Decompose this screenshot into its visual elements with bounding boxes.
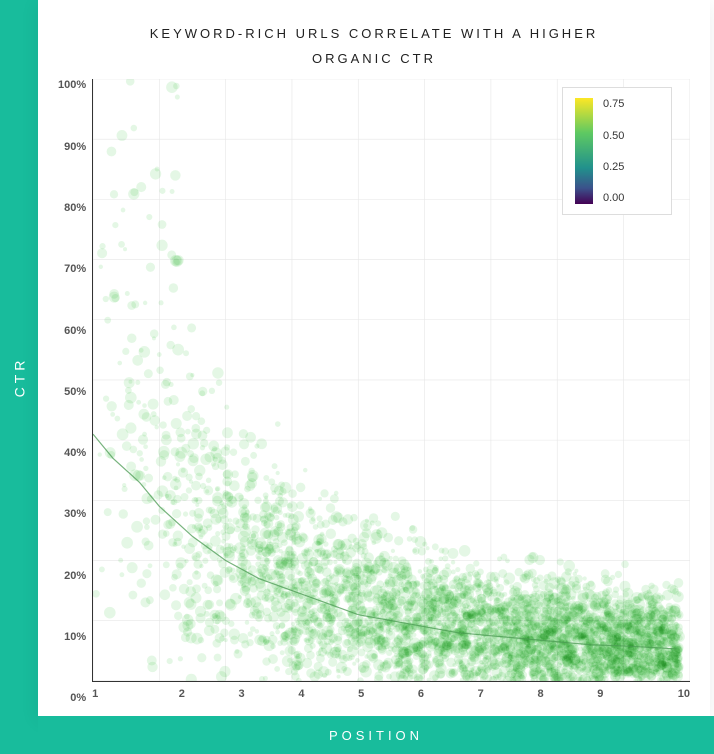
y-tick: 30% xyxy=(64,508,86,520)
legend-tick: 0.75 xyxy=(603,98,624,110)
y-tick: 60% xyxy=(64,325,86,337)
plot-area: 0.75 0.50 0.25 0.00 xyxy=(92,79,690,682)
legend-tick: 0.00 xyxy=(603,192,624,204)
chart-card: CTR KEYWORD-RICH URLS CORRELATE WITH A H… xyxy=(0,0,714,538)
x-tick: 4 xyxy=(271,688,331,704)
y-tick: 70% xyxy=(64,263,86,275)
plot-card: KEYWORD-RICH URLS CORRELATE WITH A HIGHE… xyxy=(38,0,710,716)
y-tick-labels: 100% 90% 80% 70% 60% 50% 40% 30% 20% 10% 0% xyxy=(58,79,92,704)
color-legend: 0.75 0.50 0.25 0.00 xyxy=(562,87,672,215)
chart-title: KEYWORD-RICH URLS CORRELATE WITH A HIGHE… xyxy=(58,22,690,71)
x-tick: 5 xyxy=(331,688,391,704)
chart-title-line1: KEYWORD-RICH URLS CORRELATE WITH A HIGHE… xyxy=(58,22,690,47)
y-tick: 100% xyxy=(58,79,86,91)
legend-ticks: 0.75 0.50 0.25 0.00 xyxy=(603,98,624,204)
legend-tick: 0.50 xyxy=(603,130,624,142)
x-axis-label-bar: POSITION xyxy=(38,716,714,754)
x-tick: 10 xyxy=(630,688,690,704)
y-tick: 40% xyxy=(64,447,86,459)
y-axis-label: CTR xyxy=(11,357,27,398)
legend-gradient xyxy=(575,98,593,204)
x-tick: 9 xyxy=(570,688,630,704)
plot-wrap: 100% 90% 80% 70% 60% 50% 40% 30% 20% 10% 0% xyxy=(58,79,690,704)
y-tick: 80% xyxy=(64,202,86,214)
x-axis-label: POSITION xyxy=(329,728,423,743)
x-tick-labels: 12345678910 xyxy=(92,682,690,704)
y-tick: 0% xyxy=(70,692,86,704)
x-tick: 8 xyxy=(511,688,571,704)
x-tick: 7 xyxy=(451,688,511,704)
plot-column: 0.75 0.50 0.25 0.00 12345678910 xyxy=(92,79,690,704)
legend-tick: 0.25 xyxy=(603,161,624,173)
y-tick: 90% xyxy=(64,141,86,153)
y-axis-label-bar: CTR xyxy=(0,0,38,754)
x-tick: 6 xyxy=(391,688,451,704)
y-tick: 50% xyxy=(64,386,86,398)
chart-title-line2: ORGANIC CTR xyxy=(58,47,690,72)
y-tick: 10% xyxy=(64,631,86,643)
x-tick: 2 xyxy=(152,688,212,704)
x-tick: 3 xyxy=(212,688,272,704)
x-tick: 1 xyxy=(92,688,152,704)
y-tick: 20% xyxy=(64,570,86,582)
